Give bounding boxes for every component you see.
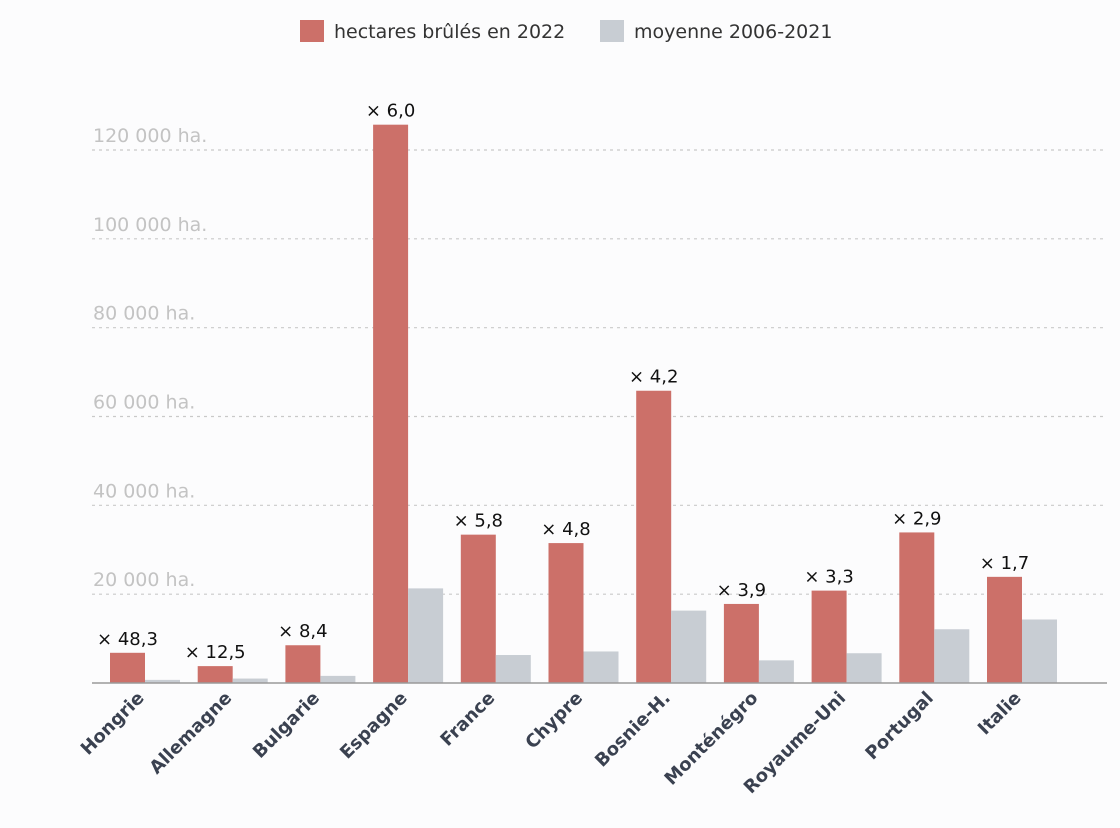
bar-2022 bbox=[811, 590, 847, 683]
ratio-labels: × 48,3 × 12,5 × 8,4 × 6,0 × 5,8 × 4,8 × 4,2 × 3… bbox=[97, 101, 1029, 663]
bar-average bbox=[232, 678, 268, 683]
bar-2022 bbox=[899, 532, 935, 683]
category-label: Monténégro bbox=[661, 688, 763, 790]
ratio-label: × 3,3 bbox=[804, 567, 853, 588]
category-label: Hongrie bbox=[77, 688, 149, 760]
category-label: Chypre bbox=[521, 688, 587, 754]
ratio-label: × 5,8 bbox=[454, 511, 503, 532]
bar-average bbox=[583, 651, 619, 683]
y-tick-label: 120 000 ha. bbox=[93, 125, 207, 147]
y-axis-ticks: 20 000 ha. 40 000 ha. 60 000 ha. 80 000 ha.… bbox=[93, 125, 207, 591]
category-label: France bbox=[436, 688, 499, 751]
y-tick-label: 80 000 ha. bbox=[93, 303, 195, 325]
legend-label-average: moyenne 2006-2021 bbox=[634, 21, 832, 43]
ratio-label: × 6,0 bbox=[366, 101, 415, 122]
ratio-label: × 8,4 bbox=[278, 621, 327, 642]
category-label: Bulgarie bbox=[249, 688, 324, 763]
ratio-label: × 48,3 bbox=[97, 629, 158, 650]
bar-average bbox=[320, 675, 356, 683]
bar-average bbox=[1022, 619, 1057, 683]
category-label: Italie bbox=[974, 688, 1026, 740]
bar-2022 bbox=[110, 652, 145, 683]
bar-2022 bbox=[460, 534, 496, 683]
category-label: Bosnie-H. bbox=[591, 688, 675, 772]
bar-2022 bbox=[548, 543, 584, 683]
y-tick-label: 40 000 ha. bbox=[93, 480, 195, 502]
legend-swatch-2022 bbox=[300, 20, 324, 42]
category-label: Espagne bbox=[336, 688, 412, 764]
bar-average bbox=[671, 610, 707, 683]
category-label: Allemagne bbox=[146, 688, 237, 779]
bar-average bbox=[846, 653, 882, 683]
category-label: Portugal bbox=[861, 688, 937, 764]
bars bbox=[110, 124, 1057, 684]
bar-2022 bbox=[987, 576, 1022, 683]
gridlines bbox=[92, 149, 1107, 595]
ratio-label: × 4,2 bbox=[629, 367, 678, 388]
legend-swatch-average bbox=[600, 20, 624, 42]
ratio-label: × 3,9 bbox=[717, 580, 766, 601]
bar-2022 bbox=[197, 666, 233, 683]
bar-average bbox=[145, 679, 180, 683]
y-tick-label: 100 000 ha. bbox=[93, 214, 207, 236]
bar-average bbox=[408, 588, 444, 683]
bar-2022 bbox=[285, 645, 321, 683]
bar-average bbox=[495, 655, 531, 683]
bar-average bbox=[758, 660, 794, 683]
ratio-label: × 2,9 bbox=[892, 508, 941, 529]
ratio-label: × 12,5 bbox=[185, 642, 246, 663]
bar-2022 bbox=[723, 603, 759, 683]
ratio-label: × 1,7 bbox=[980, 553, 1029, 574]
bar-average bbox=[934, 629, 970, 683]
y-tick-label: 60 000 ha. bbox=[93, 392, 195, 414]
ratio-label: × 4,8 bbox=[541, 519, 590, 540]
y-tick-label: 20 000 ha. bbox=[93, 569, 195, 591]
bar-2022 bbox=[636, 390, 672, 683]
bar-2022 bbox=[373, 124, 409, 684]
legend: hectares brûlés en 2022 moyenne 2006-202… bbox=[300, 20, 832, 43]
legend-label-2022: hectares brûlés en 2022 bbox=[334, 21, 565, 43]
